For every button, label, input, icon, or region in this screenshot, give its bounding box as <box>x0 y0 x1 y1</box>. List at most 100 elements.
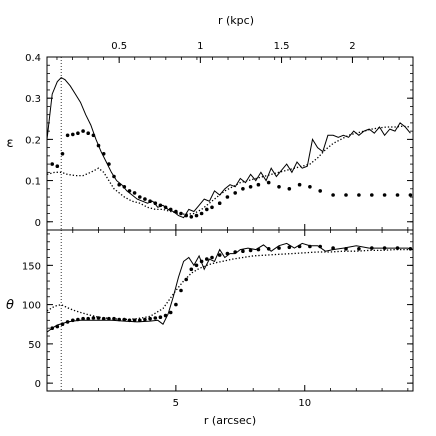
data-point <box>241 249 245 253</box>
data-point <box>241 187 245 191</box>
y-tick-label: 0.4 <box>25 53 41 64</box>
data-point <box>194 213 199 218</box>
data-point <box>158 203 163 208</box>
data-point <box>256 247 261 252</box>
data-point <box>225 251 230 256</box>
theta-plot-frame <box>46 229 414 392</box>
data-point <box>210 205 214 210</box>
x-tick-label: 5 <box>173 398 179 409</box>
theta-dotted-line <box>46 248 413 321</box>
data-point <box>395 193 400 197</box>
data-point <box>148 316 152 321</box>
data-point <box>60 152 65 156</box>
data-point <box>408 247 413 251</box>
data-point <box>143 317 147 322</box>
data-point <box>117 182 121 187</box>
top-axis-label: r (kpc) <box>218 14 254 27</box>
data-point <box>318 189 323 193</box>
data-point <box>287 245 292 250</box>
data-point <box>65 320 70 324</box>
position-angle-panel: θ 0 50 100 150 5 10 r (arcsec) <box>6 229 414 427</box>
data-point <box>382 246 387 250</box>
data-point <box>194 263 199 268</box>
data-point <box>50 326 54 331</box>
data-point <box>179 211 183 216</box>
data-point <box>127 189 132 193</box>
data-point <box>357 247 361 251</box>
data-point <box>370 193 374 197</box>
data-point <box>331 246 335 250</box>
data-point <box>297 182 302 187</box>
data-point <box>153 201 158 205</box>
data-point <box>179 288 183 293</box>
data-point <box>199 259 204 264</box>
data-point <box>86 131 90 135</box>
epsilon-axis-label: ε <box>6 136 13 151</box>
data-point <box>331 193 335 197</box>
data-point <box>233 191 237 195</box>
data-point <box>71 318 75 323</box>
data-point <box>189 215 194 219</box>
data-point <box>138 195 142 199</box>
data-point <box>71 132 75 137</box>
data-point <box>101 316 106 321</box>
data-point <box>297 244 302 249</box>
data-point <box>344 247 348 251</box>
data-point <box>143 197 147 201</box>
data-point <box>248 248 253 253</box>
data-point <box>205 257 209 261</box>
data-point <box>96 316 101 320</box>
y-tick-label: 0 <box>35 218 41 229</box>
data-point <box>217 201 222 205</box>
data-point <box>318 244 323 249</box>
y-tick-label: 100 <box>22 301 41 312</box>
y-tick-label: 0 <box>35 379 41 390</box>
y-tick-label: 150 <box>22 261 41 272</box>
arcsec-axis-label: r (arcsec) <box>204 414 256 427</box>
data-point <box>189 267 194 272</box>
data-point <box>248 185 253 189</box>
data-point <box>210 255 214 260</box>
data-point <box>91 133 96 138</box>
theta-axis-label: θ <box>6 298 14 313</box>
data-point <box>184 213 188 218</box>
data-point <box>308 244 312 249</box>
data-point <box>205 207 209 212</box>
data-point <box>174 302 178 307</box>
data-point <box>112 174 116 179</box>
data-point <box>81 129 85 133</box>
data-point <box>138 318 142 323</box>
data-point <box>158 315 163 320</box>
data-point <box>163 313 168 318</box>
data-point <box>76 131 80 135</box>
data-point <box>117 317 121 322</box>
data-point <box>287 187 292 191</box>
data-point <box>233 250 237 254</box>
arcsec-tick-labels: 5 10 <box>173 398 311 409</box>
data-point <box>382 193 387 197</box>
data-point <box>344 193 348 197</box>
data-point <box>148 199 152 203</box>
data-point <box>127 318 132 323</box>
data-point <box>122 317 127 322</box>
kpc-tick-label: 1.5 <box>274 41 290 52</box>
data-point <box>76 317 80 322</box>
data-point <box>266 180 271 185</box>
epsilon-dotted-line <box>46 125 411 215</box>
y-tick-label: 50 <box>28 340 41 351</box>
data-point <box>55 164 60 168</box>
data-point <box>91 316 96 320</box>
data-point <box>277 185 281 189</box>
theta-tick-labels: 0 50 100 150 <box>22 261 41 390</box>
data-point <box>168 207 173 212</box>
data-point <box>60 322 65 327</box>
data-point <box>225 195 230 199</box>
data-point <box>395 246 400 250</box>
data-point <box>55 324 60 329</box>
data-point <box>217 253 222 257</box>
theta-solid-line <box>46 242 414 333</box>
data-point <box>256 182 261 187</box>
x-tick-label: 10 <box>298 398 311 409</box>
kpc-tick-label: 1 <box>197 41 203 52</box>
